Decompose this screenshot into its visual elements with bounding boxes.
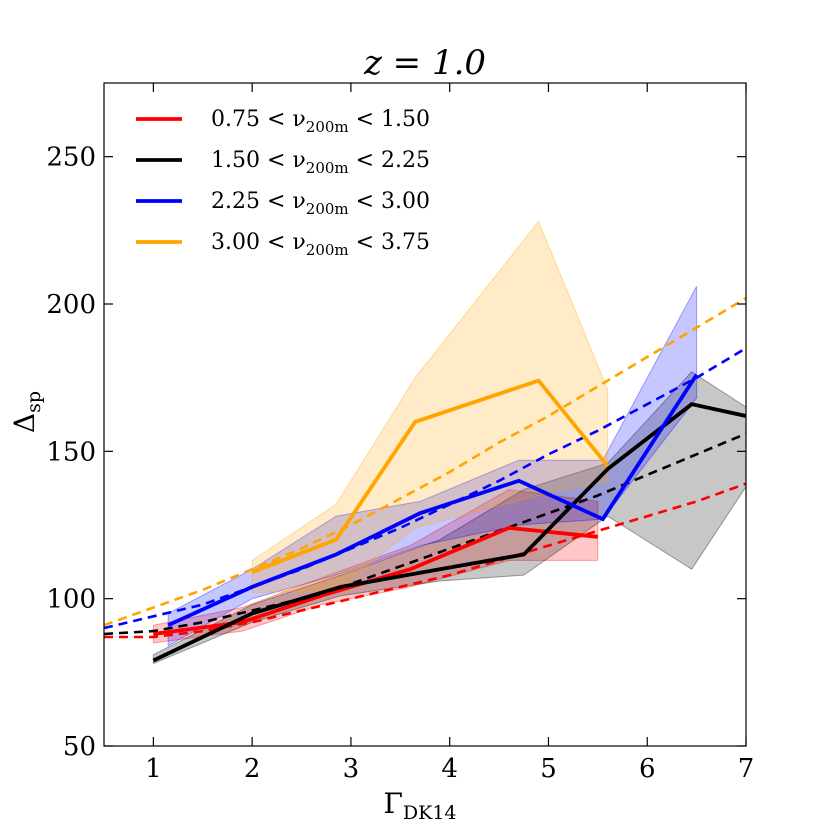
legend-label-2: 1.50 < ν200m < 2.25 [211,148,430,177]
x-tick-label: 5 [540,754,557,784]
confidence-bands [152,220,746,665]
x-tick-label: 6 [639,754,656,784]
series-lines [152,373,746,663]
band-series-4 [251,220,609,594]
legend-label-3: 2.25 < ν200m < 3.00 [211,189,430,218]
y-tick-label: 50 [63,732,96,762]
band-series-1 [152,489,599,644]
y-tick-label: 100 [46,585,96,615]
chart-title: z = 1.0 [363,43,486,83]
fit-line-series-2 [104,432,746,636]
plot-frame [103,82,747,747]
legend-label-1: 0.75 < ν200m < 1.50 [211,107,430,136]
y-tick-label: 150 [46,437,96,467]
x-tick-label: 7 [738,754,755,784]
fit-line-series-1 [104,482,746,639]
axis-ticks: 1 2 3 4 5 6 7 50 100 150 200 250 [46,83,754,784]
x-tick-label: 2 [244,754,261,784]
y-axis-label: Δsp [8,391,45,433]
band-series-2 [152,371,746,665]
x-tick-label: 1 [145,754,162,784]
x-tick-label: 4 [441,754,458,784]
fit-line-series-4 [104,296,746,627]
y-tick-label: 250 [46,143,96,173]
line-series-2 [152,402,746,663]
y-tick-label: 200 [46,290,96,320]
legend: 0.75 < ν200m < 1.50 1.50 < ν200m < 2.25 2.… [136,107,430,259]
x-tick-label: 3 [343,754,360,784]
fit-lines [104,296,746,639]
band-series-3 [167,286,698,647]
x-axis-label: ΓDK14 [383,787,456,824]
fit-line-series-3 [104,347,746,630]
legend-label-4: 3.00 < ν200m < 3.75 [211,230,430,259]
line-series-4 [251,378,610,574]
line-series-3 [167,373,699,627]
